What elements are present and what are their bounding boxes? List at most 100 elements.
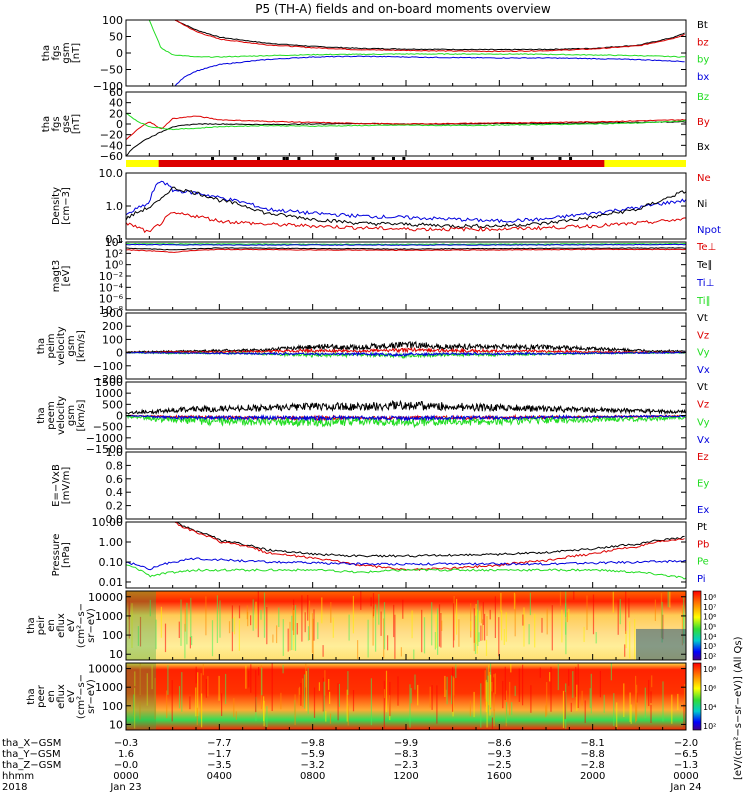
spectrogram-streak: [139, 701, 141, 720]
spectrogram-streak: [233, 617, 236, 635]
y-axis-label-line: peer: [36, 684, 47, 708]
legend-entry: Ni: [697, 199, 707, 210]
y-tick-label: −100: [93, 80, 123, 93]
spectrogram-streak: [197, 672, 199, 717]
spectrogram-streak: [599, 670, 601, 698]
spectrogram-streak: [551, 605, 553, 651]
y-tick-label: 1000: [95, 387, 123, 400]
y-axis-label-line: eV: [66, 690, 77, 703]
mode-bar-tick: [569, 157, 573, 160]
spectrogram-streak: [338, 683, 340, 707]
spectrogram-streak: [494, 673, 496, 695]
spectrogram-streak: [479, 610, 481, 623]
spectrogram-streak: [486, 616, 488, 636]
spectrogram-streak: [592, 594, 595, 635]
spectrogram-streak: [252, 599, 254, 631]
spectrogram-streak: [383, 602, 386, 650]
colorbar-label: 10⁶: [703, 684, 716, 693]
spectrogram-streak: [299, 686, 301, 695]
y-tick-label: −50: [100, 64, 123, 77]
spectrogram-streak: [671, 694, 673, 724]
y-axis-label: tha fgs gse [nT]: [41, 114, 82, 134]
y-axis-label: E=−VxB [mV/m]: [51, 464, 72, 507]
spectrogram-streak: [232, 618, 234, 632]
colorbar: [692, 590, 702, 661]
series-line: [126, 248, 686, 253]
y-tick-label: −500: [93, 421, 123, 434]
spectrogram-streak: [318, 682, 320, 691]
spectrogram-streak: [308, 600, 311, 640]
spectrogram-streak: [329, 713, 332, 724]
y-tick-label: 10000: [88, 663, 123, 676]
spectrogram-streak: [263, 592, 266, 638]
legend-entry: Te⊥: [696, 242, 716, 253]
legend-entry: Vx: [697, 365, 710, 376]
legend-entry: bx: [697, 72, 709, 83]
x-row-value: −7.7: [207, 738, 231, 749]
y-tick-label: 0.2: [106, 500, 124, 513]
spectrogram-streak: [625, 630, 627, 649]
spectrogram-streak: [683, 703, 685, 728]
y-tick-label: 10⁻²: [99, 270, 123, 283]
spectrogram-streak: [313, 687, 316, 718]
y-axis-label-line: eflux: [56, 684, 67, 709]
y-axis-label-line: [cm−3]: [61, 187, 72, 225]
spectrogram-streak: [485, 639, 488, 656]
spectrogram-streak: [186, 602, 188, 645]
spectrogram-streak: [528, 624, 530, 645]
series-line: [174, 522, 685, 571]
spectrogram-streak: [491, 717, 493, 729]
spectrogram-streak: [178, 686, 181, 709]
spectrogram-streak: [595, 632, 597, 644]
colorbar-label: 10⁷: [703, 603, 716, 612]
legend-entry: Npot: [697, 225, 721, 236]
y-tick-label: 100: [102, 700, 123, 713]
spectrogram-streak: [437, 608, 439, 655]
spectrogram-streak: [624, 644, 626, 657]
spectrogram-streak: [300, 683, 302, 706]
plot-title: P5 (TH-A) fields and on-board moments ov…: [255, 2, 551, 16]
spectrogram-streak: [557, 664, 559, 691]
colorbar-label: 10⁸: [703, 665, 716, 674]
spectrogram-streak: [360, 591, 362, 610]
spectrogram-streak: [629, 621, 631, 659]
x-row-label: hhmm: [2, 771, 34, 782]
spectrogram-streak: [191, 636, 193, 646]
y-axis-label: Density [cm−3]: [51, 187, 72, 225]
spectrogram-streak: [617, 600, 619, 635]
spectrogram-streak: [328, 679, 330, 690]
spectrogram-streak: [506, 702, 508, 723]
spectrogram-streak: [423, 617, 426, 654]
spectrogram-streak: [473, 629, 475, 652]
spectrogram-streak: [322, 645, 324, 657]
spectrogram-streak: [505, 612, 507, 642]
y-tick-label: 100: [102, 14, 123, 27]
mode-bar-tick: [391, 157, 395, 160]
spectrogram-streak: [317, 622, 319, 640]
y-axis-label-line: eV: [66, 619, 77, 632]
spectrogram-streak: [280, 692, 282, 710]
y-tick-label: 10000: [88, 591, 123, 604]
spectrogram-streak: [289, 621, 291, 651]
legend-entry: Pi: [697, 574, 706, 585]
spectrogram-streak: [577, 664, 579, 708]
spectrogram-streak: [128, 600, 130, 639]
series-line: [126, 557, 686, 571]
spectrogram-streak: [613, 693, 615, 726]
y-tick-label: −1500: [86, 443, 123, 456]
spectrogram-streak: [348, 614, 350, 641]
y-tick-label: 500: [102, 398, 123, 411]
y-axis-label-line: tha: [26, 617, 37, 633]
x-row-value: −3.5: [207, 760, 231, 771]
spectrogram-streak: [541, 617, 543, 633]
spectrogram-streak: [431, 685, 433, 710]
x-row-value: −9.3: [487, 749, 511, 760]
spectrogram-streak: [385, 670, 388, 713]
legend-entry: Ez: [697, 452, 709, 463]
legend-entry: Vy: [697, 348, 710, 359]
spectrogram-streak: [623, 683, 625, 717]
spectrogram-streak: [562, 690, 565, 729]
